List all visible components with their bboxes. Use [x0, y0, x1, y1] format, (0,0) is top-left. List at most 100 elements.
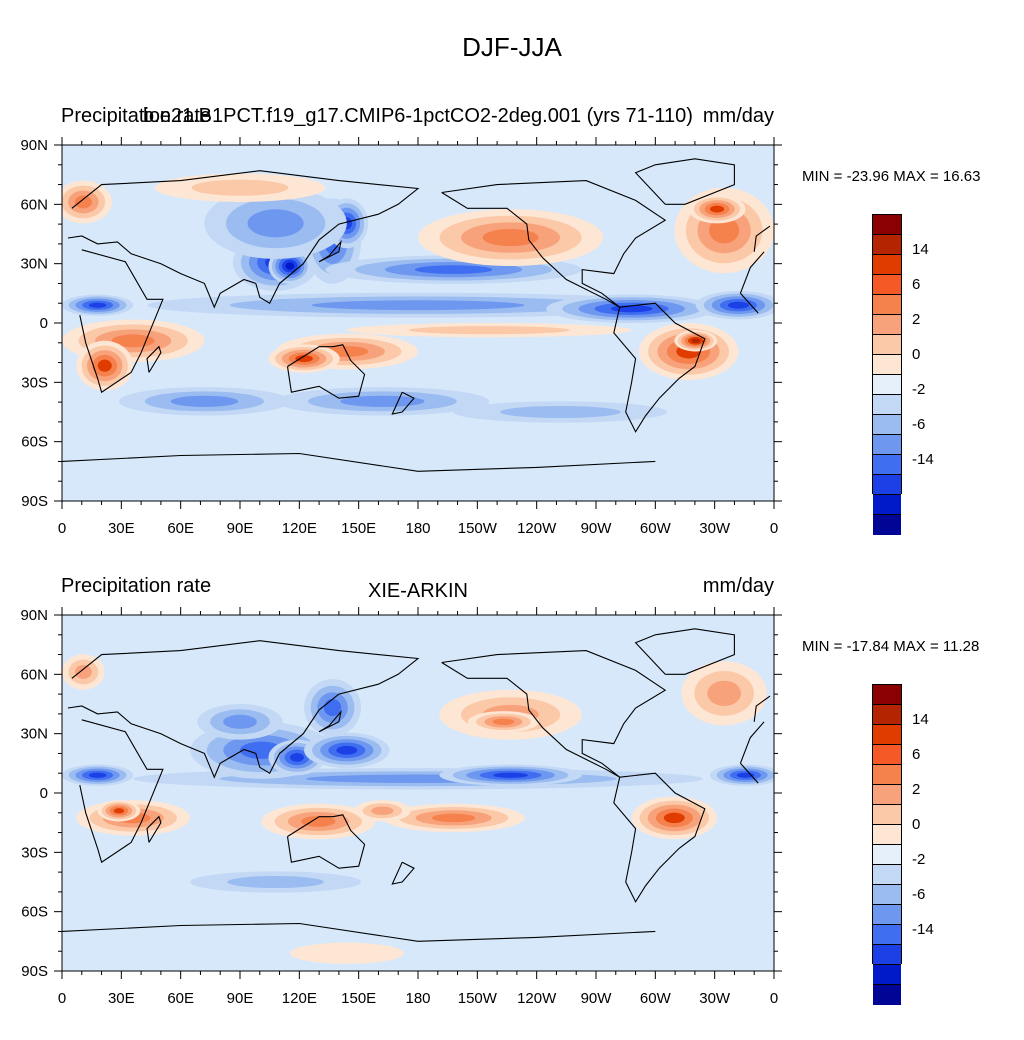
- coastline: [62, 922, 656, 942]
- colorbar-tick-label: -2: [912, 381, 926, 398]
- lon-tick-label: 150W: [458, 520, 498, 537]
- map-panel-model: Precipitation rate b.e21.B1PCT.f19_g17.C…: [0, 100, 1024, 570]
- negative-anomaly-contour: [289, 753, 304, 762]
- precipitation-difference-map: 0 30E 60E 90E 120E 150E 180 150W 120W 90W 60W 30W 09…: [20, 137, 782, 537]
- positive-anomaly-contour: [710, 205, 725, 213]
- coastline: [286, 344, 366, 399]
- min-max-label: MIN = -17.84 MAX = 11.28: [802, 638, 980, 655]
- lat-tick-label: 60N: [20, 666, 48, 683]
- lat-tick-label: 60S: [21, 434, 48, 451]
- panel-center-label: XIE-ARKIN: [367, 580, 469, 602]
- lon-tick-label: 150E: [341, 990, 376, 1007]
- coastline: [634, 628, 735, 675]
- negative-anomaly-contour: [170, 395, 239, 407]
- lat-tick-label: 90S: [21, 963, 48, 980]
- coastline: [79, 719, 765, 864]
- colorbar-tick-label: -14: [912, 921, 934, 938]
- lon-tick-label: 60W: [640, 990, 672, 1007]
- colorbar-swatch: [873, 725, 901, 745]
- positive-anomaly-contour: [408, 326, 570, 335]
- colorbar-swatch: [873, 435, 901, 455]
- colorbar-tick-label: -6: [912, 886, 926, 903]
- negative-anomaly-contour: [340, 395, 425, 407]
- colorbar: [872, 214, 902, 535]
- coastline: [441, 180, 667, 308]
- coastline: [613, 772, 706, 903]
- lat-tick-label: 60N: [20, 196, 48, 213]
- lon-tick-label: 30E: [108, 520, 135, 537]
- lon-tick-label: 60W: [640, 520, 672, 537]
- lat-tick-label: 60S: [21, 904, 48, 921]
- positive-anomaly-contour: [432, 813, 476, 823]
- colorbar-swatch: [873, 705, 901, 725]
- lon-tick-label: 0: [58, 990, 66, 1007]
- lon-tick-label: 180: [405, 520, 430, 537]
- colorbar-tick-label: 14: [912, 241, 929, 258]
- colorbar-swatch: [873, 785, 901, 805]
- lon-tick-label: 0: [770, 520, 778, 537]
- lat-tick-label: 90N: [20, 137, 48, 154]
- negative-anomaly-contour: [336, 745, 358, 755]
- lat-tick-label: 0: [40, 315, 48, 332]
- coastline: [67, 640, 771, 779]
- negative-anomaly-contour: [414, 265, 493, 274]
- lon-tick-label: 60E: [167, 520, 194, 537]
- colorbar-swatch: [873, 355, 901, 375]
- positive-anomaly-contour: [371, 806, 394, 816]
- negative-anomaly-contour: [227, 875, 324, 889]
- panel-units-label: mm/day: [702, 105, 774, 127]
- map-background: [62, 145, 774, 501]
- negative-anomaly-contour: [88, 772, 107, 778]
- colorbar-swatch: [873, 685, 901, 705]
- colorbar-tick-label: -6: [912, 416, 926, 433]
- colorbar-swatch: [873, 885, 901, 905]
- coastline: [79, 249, 765, 394]
- lon-tick-label: 90W: [581, 990, 613, 1007]
- lon-tick-label: 120E: [282, 520, 317, 537]
- colorbar-tick-label: -2: [912, 851, 926, 868]
- coastline: [613, 302, 706, 433]
- coastline: [62, 452, 656, 472]
- colorbar-swatch: [873, 235, 901, 255]
- figure-title: DJF-JJA: [462, 32, 562, 62]
- lat-tick-label: 30N: [20, 256, 48, 273]
- positive-anomaly-contour: [663, 812, 685, 824]
- positive-anomaly-contour: [709, 217, 740, 244]
- lat-tick-label: 90S: [21, 493, 48, 510]
- colorbar-swatch: [873, 495, 901, 515]
- positive-anomaly-contour: [97, 359, 112, 372]
- negative-anomaly-contour: [323, 698, 342, 717]
- lon-tick-label: 0: [58, 520, 66, 537]
- colorbar-swatch: [873, 925, 901, 945]
- colorbar-tick-label: 14: [912, 711, 929, 728]
- positive-anomaly-contour: [111, 334, 155, 348]
- colorbar-swatch: [873, 255, 901, 275]
- lon-tick-label: 120W: [517, 520, 557, 537]
- colorbar-swatch: [873, 315, 901, 335]
- precipitation-difference-map: 0 30E 60E 90E 120E 150E 180 150W 120W 90W 60W 30W 09…: [20, 607, 782, 1007]
- colorbar-swatch: [873, 415, 901, 435]
- colorbar-swatch: [873, 965, 901, 985]
- negative-anomaly-contour: [88, 302, 107, 308]
- colorbar-swatch: [873, 865, 901, 885]
- positive-anomaly-contour: [191, 179, 289, 196]
- colorbar-swatch: [873, 745, 901, 765]
- min-max-label: MIN = -23.96 MAX = 16.63: [802, 168, 981, 185]
- colorbar-tick-label: 6: [912, 746, 921, 763]
- map-panel-observations: Precipitation rate XIE-ARKIN mm/day 0 30E…: [0, 570, 1024, 1040]
- negative-anomaly-contour: [493, 772, 529, 778]
- positive-anomaly-contour: [74, 195, 92, 209]
- panel-center-label: b.e21.B1PCT.f19_g17.CMIP6-1pctCO2-2deg.0…: [143, 105, 693, 127]
- coastline: [146, 815, 162, 843]
- colorbar-swatch: [873, 985, 901, 1005]
- positive-anomaly-contour: [113, 808, 125, 814]
- lat-tick-label: 90N: [20, 607, 48, 624]
- positive-anomaly-contour: [74, 664, 92, 679]
- colorbar-swatch: [873, 335, 901, 355]
- colorbar-swatch: [873, 375, 901, 395]
- colorbar-swatch: [873, 765, 901, 785]
- negative-anomaly-contour: [311, 300, 525, 311]
- colorbar-swatch: [873, 845, 901, 865]
- colorbar-swatch: [873, 295, 901, 315]
- colorbar-tick-label: 0: [912, 346, 921, 363]
